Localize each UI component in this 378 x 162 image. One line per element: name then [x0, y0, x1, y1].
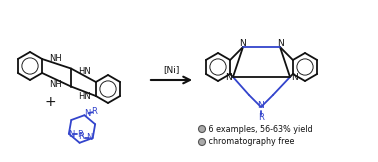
- Text: N: N: [84, 109, 91, 118]
- Text: chromatography free: chromatography free: [206, 138, 294, 146]
- Text: N: N: [277, 39, 284, 47]
- Text: HN: HN: [78, 92, 91, 101]
- Text: N: N: [225, 73, 231, 81]
- Text: NH: NH: [49, 80, 62, 89]
- Text: NH: NH: [49, 54, 62, 63]
- Text: N: N: [68, 130, 74, 139]
- Text: N: N: [240, 39, 246, 47]
- Circle shape: [198, 126, 206, 133]
- Text: N: N: [291, 73, 298, 81]
- Text: N: N: [87, 133, 93, 143]
- Text: R: R: [258, 112, 264, 122]
- Text: [Ni]: [Ni]: [163, 65, 179, 75]
- Text: R: R: [77, 130, 83, 139]
- Text: HN: HN: [78, 67, 91, 76]
- Text: R: R: [78, 133, 84, 141]
- Text: R: R: [91, 107, 98, 116]
- Circle shape: [198, 139, 206, 145]
- Text: +: +: [44, 95, 56, 109]
- Text: N: N: [258, 100, 264, 110]
- Text: 6 examples, 56-63% yield: 6 examples, 56-63% yield: [206, 125, 313, 133]
